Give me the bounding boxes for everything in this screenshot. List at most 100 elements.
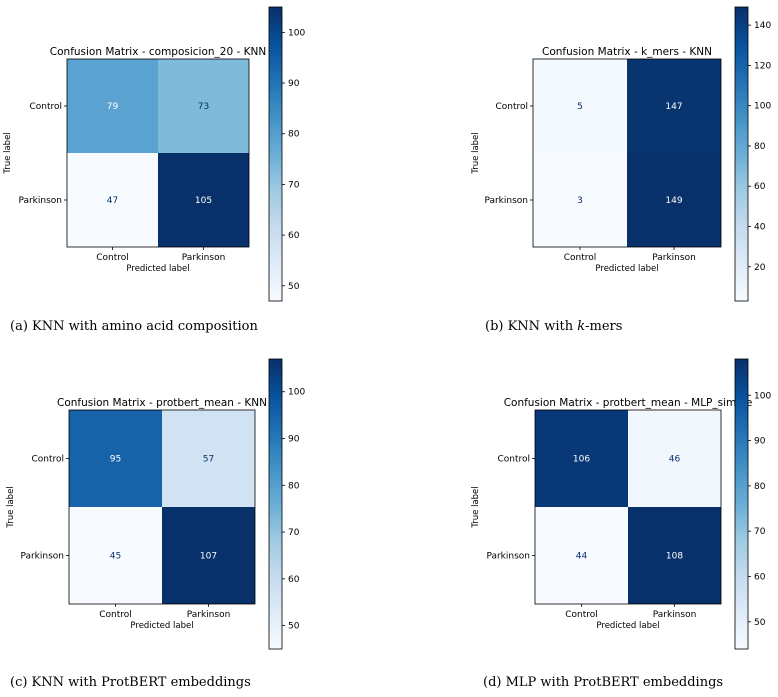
colorbar-tick-label: 50 xyxy=(288,282,300,292)
cell-value-label: 57 xyxy=(203,455,214,465)
colorbar-tick-label: 50 xyxy=(754,618,766,628)
colorbar-tick-label: 20 xyxy=(754,263,766,273)
matrix-cell-r1-c1 xyxy=(158,153,249,247)
subfigure-caption: (a) KNN with amino acid composition xyxy=(10,319,258,334)
subfigure-caption: (c) KNN with ProtBERT embeddings xyxy=(10,675,251,690)
confusion-matrix-panel-3: 95 57 45 107 Confusion Matrix - protbert_mea… xyxy=(6,358,305,690)
cell-value-label: 5 xyxy=(577,102,583,112)
colorbar-tick-label: 60 xyxy=(288,575,300,585)
colorbar xyxy=(734,6,749,302)
confusion-matrix-panel-2: 5 147 3 149 Confusion Matrix - k_mers - KNN C… xyxy=(471,6,771,334)
caption-suffix: -mers xyxy=(585,319,622,334)
y-tick-label: Parkinson xyxy=(18,196,62,206)
matrix-cell-r0-c1 xyxy=(162,410,255,507)
y-axis-label: True label xyxy=(3,132,13,174)
matrix-cell-r1-c0 xyxy=(69,507,162,604)
matrix-frame xyxy=(534,409,722,605)
colorbar-tick-label: 100 xyxy=(754,102,771,112)
colorbar-tick-label: 50 xyxy=(288,622,300,632)
cell-value-label: 105 xyxy=(195,196,212,206)
subfigure-caption: (b) KNN with k-mers xyxy=(485,319,622,334)
cell-value-label: 147 xyxy=(665,102,682,112)
y-tick-label: Parkinson xyxy=(484,196,528,206)
cell-value-label: 95 xyxy=(110,455,121,465)
colorbar-tick-label: 100 xyxy=(288,28,305,38)
y-axis-label: True label xyxy=(471,486,481,528)
colorbar-tick-label: 100 xyxy=(754,391,771,401)
colorbar-tick-label: 100 xyxy=(288,388,305,398)
colorbar-tick-label: 90 xyxy=(288,435,300,445)
matrix-frame xyxy=(66,58,250,248)
y-axis-label: True label xyxy=(471,132,481,174)
colorbar xyxy=(268,6,283,302)
cell-value-label: 45 xyxy=(110,552,121,562)
colorbar-tick-label: 70 xyxy=(288,180,300,190)
matrix-cell-r0-c1 xyxy=(628,410,721,507)
x-tick-label: Control xyxy=(564,253,597,263)
y-tick-label: Control xyxy=(29,102,62,112)
confusion-matrix-panel-1: 79 73 47 105 Confusion Matrix - composicion_… xyxy=(3,6,305,334)
y-tick-label: Parkinson xyxy=(20,552,64,562)
colorbar-tick-label: 60 xyxy=(288,231,300,241)
matrix-frame xyxy=(68,409,256,605)
x-tick-label: Control xyxy=(96,253,129,263)
cell-value-label: 73 xyxy=(198,102,209,112)
colorbar-tick-label: 40 xyxy=(754,222,766,232)
cell-value-label: 108 xyxy=(666,552,683,562)
y-tick-label: Parkinson xyxy=(486,552,530,562)
colorbar-tick-label: 60 xyxy=(754,573,766,583)
cell-value-label: 44 xyxy=(576,552,588,562)
colorbar xyxy=(268,358,283,650)
x-tick-label: Parkinson xyxy=(652,253,696,263)
chart-title: Confusion Matrix - composicion_20 - KNN xyxy=(50,46,266,58)
caption-italic: k xyxy=(577,319,585,334)
matrix-cell-r1-c0 xyxy=(533,153,627,247)
y-tick-label: Control xyxy=(495,102,528,112)
y-tick-label: Control xyxy=(497,455,530,465)
colorbar-tick-label: 70 xyxy=(288,528,300,538)
colorbar xyxy=(734,358,749,650)
matrix-cell-r1-c1 xyxy=(628,507,721,604)
y-axis-label: True label xyxy=(6,486,16,528)
chart-title: Confusion Matrix - protbert_mean - MLP_s… xyxy=(504,397,753,409)
x-tick-label: Parkinson xyxy=(653,610,697,620)
matrix-cell-r0-c0 xyxy=(67,59,158,153)
colorbar-tick-label: 80 xyxy=(754,142,766,152)
subfigure-caption: (d) MLP with ProtBERT embeddings xyxy=(483,675,723,690)
matrix-cell-r1-c1 xyxy=(627,153,721,247)
matrix-cell-r1-c1 xyxy=(162,507,255,604)
x-axis-label: Predicted label xyxy=(596,621,659,631)
colorbar-tick-label: 80 xyxy=(288,481,300,491)
colorbar-tick-label: 80 xyxy=(754,482,766,492)
colorbar-tick-label: 60 xyxy=(754,182,766,192)
colorbar-tick-label: 70 xyxy=(754,527,766,537)
colorbar-tick-label: 90 xyxy=(288,79,300,89)
x-tick-label: Parkinson xyxy=(182,253,226,263)
chart-title: Confusion Matrix - protbert_mean - KNN xyxy=(57,397,267,409)
matrix-cell-r1-c0 xyxy=(67,153,158,247)
colorbar-tick-label: 140 xyxy=(754,21,771,31)
cell-value-label: 107 xyxy=(200,552,217,562)
matrix-cell-r0-c0 xyxy=(69,410,162,507)
cell-value-label: 149 xyxy=(665,196,682,206)
matrix-cell-r0-c1 xyxy=(158,59,249,153)
cell-value-label: 47 xyxy=(107,196,118,206)
colorbar-tick-label: 90 xyxy=(754,437,766,447)
matrix-cell-r0-c0 xyxy=(533,59,627,153)
matrix-cell-r1-c0 xyxy=(535,507,628,604)
colorbar-tick-label: 80 xyxy=(288,130,300,140)
cell-value-label: 106 xyxy=(573,455,590,465)
x-tick-label: Control xyxy=(565,610,598,620)
matrix-frame xyxy=(532,58,722,248)
cell-value-label: 79 xyxy=(107,102,119,112)
matrix-cell-r0-c1 xyxy=(627,59,721,153)
cell-value-label: 46 xyxy=(669,455,681,465)
x-axis-label: Predicted label xyxy=(595,264,658,274)
x-tick-label: Parkinson xyxy=(187,610,231,620)
y-tick-label: Control xyxy=(31,455,64,465)
colorbar-tick-label: 120 xyxy=(754,61,771,71)
x-axis-label: Predicted label xyxy=(130,621,193,631)
x-axis-label: Predicted label xyxy=(126,264,189,274)
matrix-cell-r0-c0 xyxy=(535,410,628,507)
cell-value-label: 3 xyxy=(577,196,583,206)
